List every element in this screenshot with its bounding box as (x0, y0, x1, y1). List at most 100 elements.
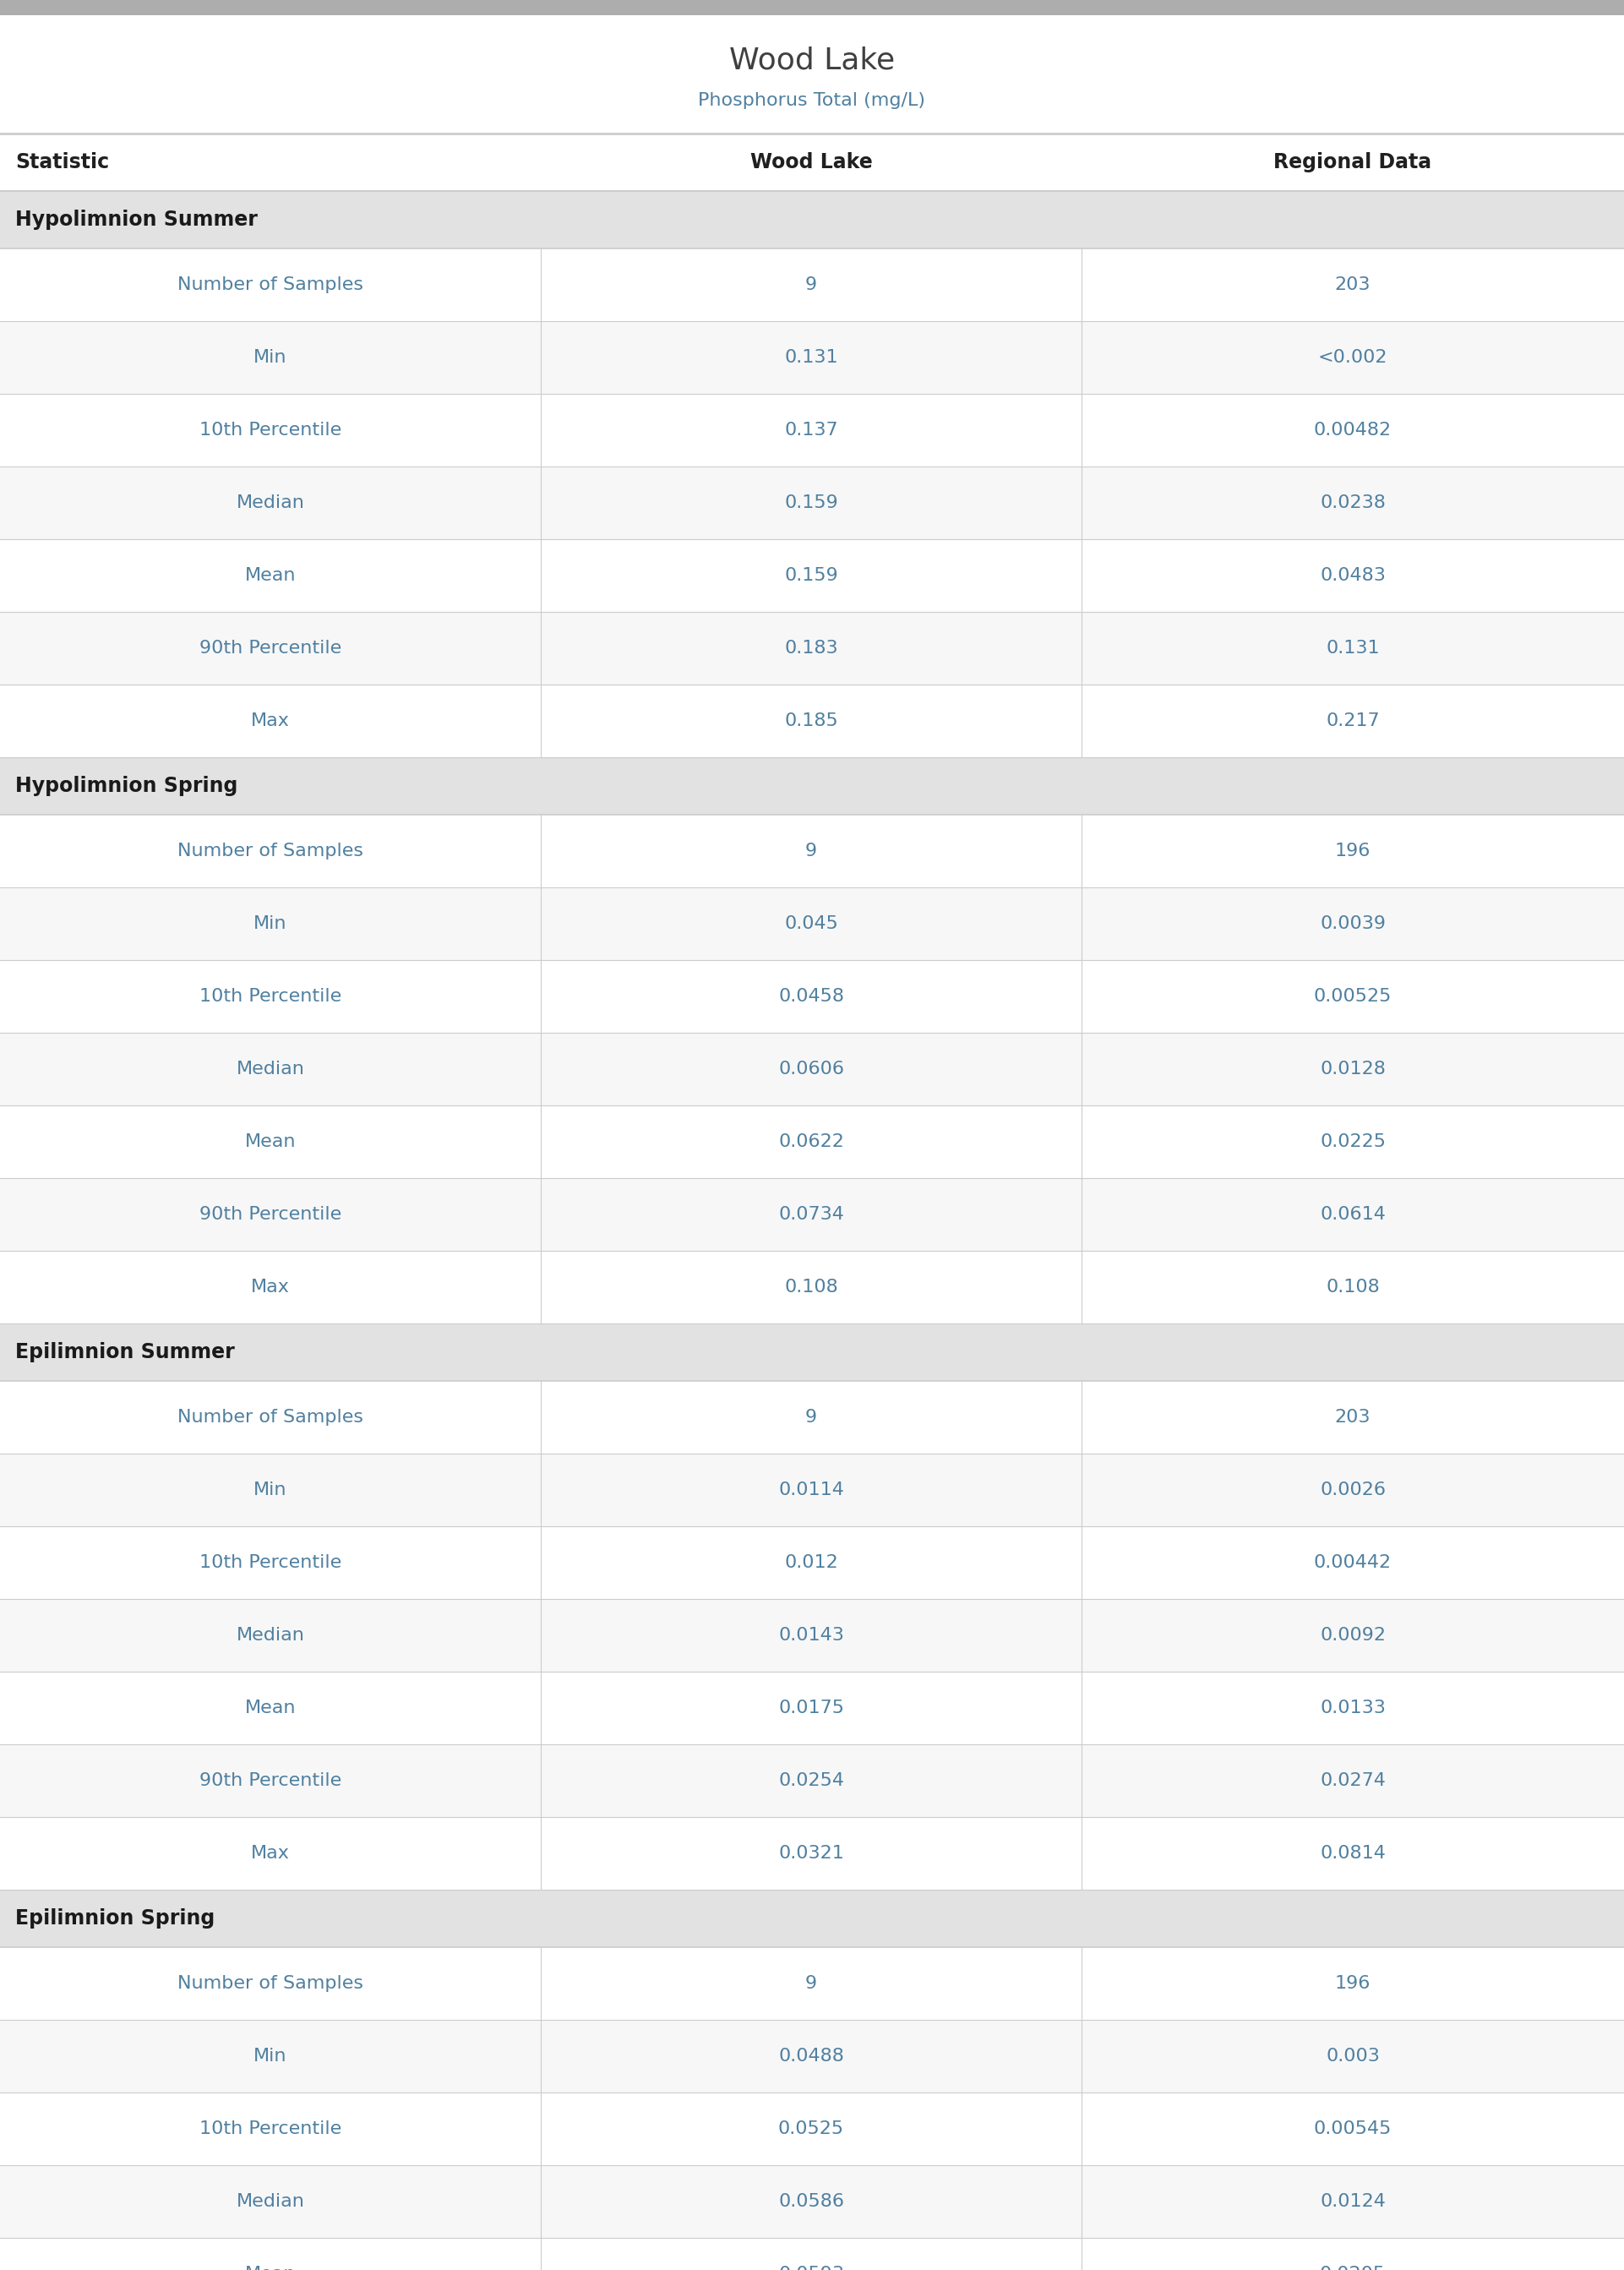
Text: Wood Lake: Wood Lake (729, 45, 895, 75)
Text: 196: 196 (1335, 1975, 1371, 1993)
Text: 0.0488: 0.0488 (778, 2048, 844, 2066)
Text: 0.0586: 0.0586 (778, 2193, 844, 2211)
Bar (0, 1743, 1624, 1816)
Text: Number of Samples: Number of Samples (177, 1975, 364, 1993)
Text: 0.108: 0.108 (784, 1278, 838, 1296)
Text: 203: 203 (1335, 277, 1371, 293)
Text: 0.00482: 0.00482 (1314, 422, 1392, 438)
Text: 0.0458: 0.0458 (778, 987, 844, 1006)
Text: Statistic: Statistic (15, 152, 109, 173)
Text: Min: Min (253, 915, 287, 933)
Text: 0.0321: 0.0321 (778, 1846, 844, 1861)
Text: 0.217: 0.217 (1325, 713, 1380, 729)
Text: 0.00525: 0.00525 (1314, 987, 1392, 1006)
Text: Number of Samples: Number of Samples (177, 842, 364, 860)
Text: 0.00442: 0.00442 (1314, 1555, 1392, 1571)
Text: 0.108: 0.108 (1325, 1278, 1380, 1296)
Text: 0.012: 0.012 (784, 1555, 838, 1571)
Text: 0.131: 0.131 (784, 350, 838, 365)
Text: Max: Max (252, 1278, 289, 1296)
Bar (0, 2238, 1624, 2270)
Text: Median: Median (235, 1060, 305, 1078)
Text: 10th Percentile: 10th Percentile (200, 422, 341, 438)
Text: 0.0026: 0.0026 (1320, 1482, 1385, 1498)
Text: 9: 9 (806, 1975, 817, 1993)
Text: Max: Max (252, 713, 289, 729)
Text: 0.0254: 0.0254 (778, 1773, 844, 1789)
Bar (0, 1033, 1624, 1105)
Text: 10th Percentile: 10th Percentile (200, 1555, 341, 1571)
Text: 90th Percentile: 90th Percentile (200, 1773, 341, 1789)
Bar (0, 134, 1624, 191)
Text: 196: 196 (1335, 842, 1371, 860)
Bar (0, 815, 1624, 888)
Text: Hypolimnion Summer: Hypolimnion Summer (15, 209, 258, 229)
Text: Min: Min (253, 2048, 287, 2066)
Text: 0.183: 0.183 (784, 640, 838, 656)
Text: 0.0238: 0.0238 (1320, 495, 1385, 511)
Bar (0, 320, 1624, 393)
Text: 0.0092: 0.0092 (1320, 1628, 1385, 1643)
Text: Epilimnion Summer: Epilimnion Summer (15, 1342, 235, 1362)
Text: Epilimnion Spring: Epilimnion Spring (15, 1909, 214, 1930)
Bar (0, 1105, 1624, 1178)
Bar (0, 16, 1624, 134)
Bar (0, 0, 1624, 16)
Text: 0.0128: 0.0128 (1320, 1060, 1385, 1078)
Bar (0, 191, 1624, 247)
Text: Number of Samples: Number of Samples (177, 1410, 364, 1426)
Text: 0.0814: 0.0814 (1320, 1846, 1385, 1861)
Text: 0.0039: 0.0039 (1320, 915, 1385, 933)
Text: Min: Min (253, 350, 287, 365)
Text: 9: 9 (806, 842, 817, 860)
Text: 0.0274: 0.0274 (1320, 1773, 1385, 1789)
Bar (0, 2093, 1624, 2166)
Bar (0, 888, 1624, 960)
Text: 0.00545: 0.00545 (1314, 2120, 1392, 2138)
Text: Median: Median (235, 1628, 305, 1643)
Bar (0, 1671, 1624, 1743)
Text: 0.185: 0.185 (784, 713, 838, 729)
Text: Mean: Mean (245, 2265, 296, 2270)
Text: Hypolimnion Spring: Hypolimnion Spring (15, 776, 237, 797)
Text: Median: Median (235, 2193, 305, 2211)
Bar (0, 393, 1624, 468)
Bar (0, 758, 1624, 815)
Bar (0, 1323, 1624, 1380)
Text: 203: 203 (1335, 1410, 1371, 1426)
Bar (0, 2166, 1624, 2238)
Text: 0.0143: 0.0143 (778, 1628, 844, 1643)
Text: Mean: Mean (245, 1133, 296, 1151)
Text: 0.0483: 0.0483 (1320, 568, 1385, 583)
Bar (0, 1816, 1624, 1889)
Bar (0, 1178, 1624, 1251)
Bar (0, 1380, 1624, 1453)
Text: 0.0614: 0.0614 (1320, 1205, 1385, 1224)
Text: 0.0124: 0.0124 (1320, 2193, 1385, 2211)
Text: 0.0175: 0.0175 (778, 1700, 844, 1716)
Text: 0.0606: 0.0606 (778, 1060, 844, 1078)
Bar (0, 2020, 1624, 2093)
Bar (0, 613, 1624, 686)
Text: 0.131: 0.131 (1325, 640, 1380, 656)
Text: 10th Percentile: 10th Percentile (200, 987, 341, 1006)
Bar (0, 1598, 1624, 1671)
Text: 0.137: 0.137 (784, 422, 838, 438)
Text: 10th Percentile: 10th Percentile (200, 2120, 341, 2138)
Text: 9: 9 (806, 277, 817, 293)
Text: Regional Data: Regional Data (1273, 152, 1432, 173)
Bar (0, 1889, 1624, 1948)
Text: <0.002: <0.002 (1319, 350, 1387, 365)
Text: 0.0593: 0.0593 (778, 2265, 844, 2270)
Text: 0.0133: 0.0133 (1320, 1700, 1385, 1716)
Text: 90th Percentile: 90th Percentile (200, 1205, 341, 1224)
Bar (0, 468, 1624, 540)
Text: 0.159: 0.159 (784, 568, 838, 583)
Bar (0, 540, 1624, 613)
Bar (0, 1948, 1624, 2020)
Bar (0, 247, 1624, 320)
Text: 0.045: 0.045 (784, 915, 838, 933)
Text: Mean: Mean (245, 568, 296, 583)
Text: 0.003: 0.003 (1325, 2048, 1380, 2066)
Text: 0.0114: 0.0114 (778, 1482, 844, 1498)
